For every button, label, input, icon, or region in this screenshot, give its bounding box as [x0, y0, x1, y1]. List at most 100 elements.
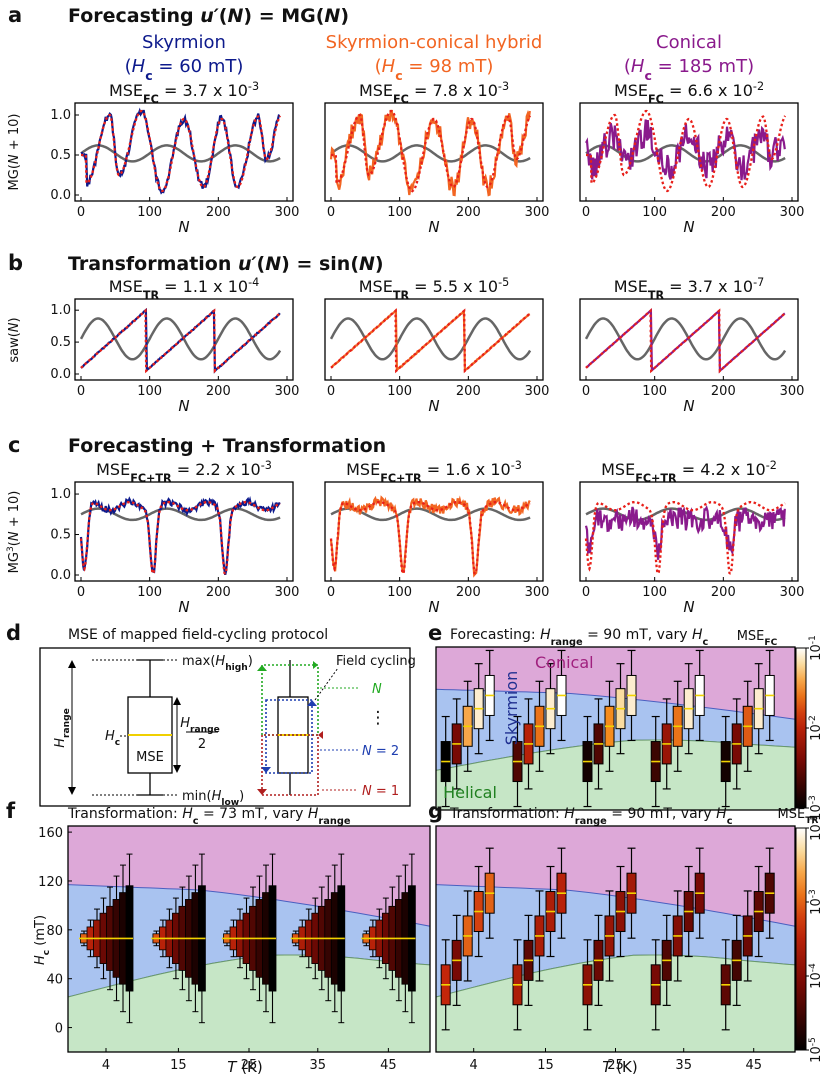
x-tick-label: 200 — [711, 585, 736, 600]
colorbar-label-e: MSEFC — [737, 629, 778, 648]
x-tick-label: 35 — [310, 1058, 327, 1073]
panel-letter-f: f — [6, 799, 16, 823]
phase-field: (Hc = 98 mT) — [375, 56, 494, 83]
cycle-arrow — [257, 789, 267, 795]
x-tick-label: 45 — [380, 1058, 397, 1073]
x-tick-label: 100 — [387, 384, 412, 399]
target-line — [329, 500, 531, 576]
panel-b-2 — [324, 298, 544, 381]
target-line — [81, 109, 282, 193]
x-tick-label: 35 — [675, 1058, 692, 1073]
guide — [314, 667, 339, 701]
x-tick-label: 300 — [525, 384, 550, 399]
y-tick-label: 1.0 — [50, 303, 71, 318]
y-axis-label-b: saw(N) — [7, 317, 22, 362]
x-tick-label: 300 — [780, 205, 805, 220]
colorbar-g — [795, 827, 809, 1051]
phase-field: (Hc = 60 mT) — [125, 56, 244, 83]
x-tick-label: 100 — [137, 585, 162, 600]
y-axis-label-c: MG3(N + 10) — [6, 491, 22, 574]
x-tick-label: 200 — [456, 205, 481, 220]
target-line — [79, 500, 281, 576]
cycle-arrow — [261, 767, 271, 773]
y-tick-label: 0.0 — [50, 568, 71, 583]
y-tick-label: 120 — [38, 875, 63, 890]
mse-label: MSEFC+TR = 4.2 x 10-2 — [601, 459, 777, 485]
cbar-tick-label: 10-3 — [808, 889, 824, 915]
x-tick-label: 300 — [525, 205, 550, 220]
y-tick-label: 80 — [46, 924, 63, 939]
panel-letter-c: c — [8, 433, 20, 457]
y-tick-label: 0.0 — [50, 367, 71, 382]
mse-label: MSETR = 5.5 x 10-5 — [359, 276, 510, 302]
mse-label: MSETR = 1.1 x 10-4 — [109, 276, 260, 302]
phase-title: Conical — [656, 32, 722, 53]
x-tick-label: 300 — [275, 585, 300, 600]
reservoir-output-line — [584, 504, 786, 560]
cycle-path-2 — [265, 699, 313, 774]
x-tick-label: 45 — [745, 1058, 762, 1073]
cycle-arrow — [318, 731, 323, 739]
x-tick-label: 200 — [206, 585, 231, 600]
y-tick-label: 0.5 — [50, 148, 71, 163]
x-axis-label: N — [178, 218, 189, 236]
panel-e — [435, 646, 796, 811]
x-tick-label: 200 — [711, 205, 736, 220]
cycle-arrow — [307, 700, 317, 706]
field-cycling-label: Field cycling — [336, 654, 416, 669]
y-axis-label-a: MG(N + 10) — [7, 114, 22, 191]
panel-letter-a: a — [8, 3, 22, 27]
mse-label: MSEFC+TR = 1.6 x 10-3 — [346, 459, 522, 485]
x-tick-label: 0 — [582, 384, 590, 399]
half-num: Hrange — [180, 716, 220, 735]
reference-line — [330, 507, 531, 522]
section-title-a: Forecasting u′(N) = MG(N) — [68, 5, 349, 27]
y-tick-label: 1.0 — [50, 487, 71, 502]
panel-a-1 — [74, 102, 294, 202]
x-axis-label: N — [683, 218, 694, 236]
panel-g — [435, 825, 796, 1053]
colorbar-e — [795, 647, 809, 809]
reference-line — [585, 507, 786, 522]
axes-frame — [435, 646, 796, 811]
x-tick-label: 300 — [780, 585, 805, 600]
dots-label: ⋮ — [370, 708, 387, 728]
panel-a-3 — [579, 102, 799, 202]
y-tick-label: 160 — [38, 826, 63, 841]
reference-line — [329, 317, 532, 361]
x-tick-label: 0 — [582, 585, 590, 600]
x-tick-label: 100 — [137, 205, 162, 220]
axes-frame — [324, 298, 544, 381]
panel-e-title: Forecasting: Hrange = 90 mT, vary Hc — [450, 627, 709, 648]
mse-label: MSEFC = 3.7 x 10-3 — [109, 80, 259, 106]
x-tick-label: 300 — [275, 205, 300, 220]
x-axis-label: N — [428, 397, 439, 415]
x-tick-label: 0 — [77, 585, 85, 600]
x-axis-label: N — [683, 598, 694, 616]
x-tick-label: 100 — [642, 205, 667, 220]
x-axis-label: N — [178, 397, 189, 415]
panel-b-1 — [74, 298, 294, 381]
cbar-tick-label: 10-2 — [808, 815, 824, 841]
x-tick-label: 100 — [137, 384, 162, 399]
x-tick-label: 0 — [327, 585, 335, 600]
x-tick-label: 200 — [711, 384, 736, 399]
reference-line — [330, 144, 531, 163]
cycle-path-1 — [261, 734, 319, 796]
mse-label: MSEFC = 7.8 x 10-3 — [359, 80, 509, 106]
panel-b-3 — [579, 298, 799, 381]
y-tick-label: 0 — [55, 1022, 63, 1037]
target-line — [585, 308, 786, 374]
cbar-tick-label: 10-4 — [808, 963, 824, 989]
x-axis-label: N — [683, 397, 694, 415]
y-tick-label: 0.5 — [50, 335, 71, 350]
hrange-label: Hrange — [53, 708, 72, 748]
panel-c-2 — [324, 481, 544, 582]
x-tick-label: 100 — [387, 205, 412, 220]
max-label: max(Hhigh) — [182, 654, 253, 673]
y-tick-label: 0.0 — [50, 188, 71, 203]
x-axis-label-f: T (K) — [227, 1058, 262, 1076]
x-tick-label: 0 — [327, 205, 335, 220]
panel-a-2 — [324, 102, 544, 202]
